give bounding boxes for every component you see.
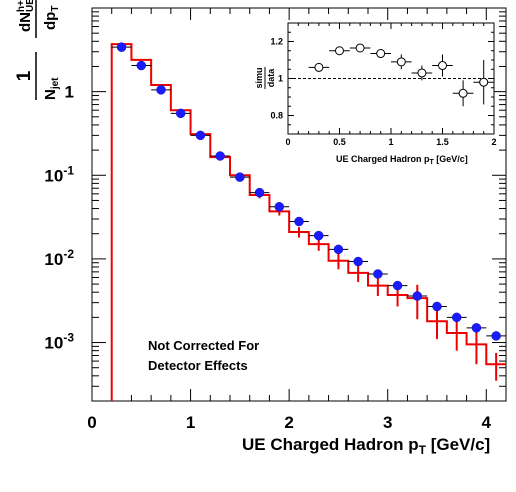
data-point: [392, 280, 403, 291]
data-point: [116, 42, 127, 52]
data-point: [195, 130, 206, 141]
data-point: [353, 256, 363, 267]
ratio-point: [396, 57, 406, 67]
ratio-point: [376, 49, 386, 59]
ratio-point: [417, 68, 427, 78]
main-y-tick-labels: 10-3 10-2 10-1 1: [44, 83, 74, 353]
data-point: [156, 85, 166, 95]
inset-x-tick-label: 0: [285, 137, 290, 147]
inset-axis-ticks: [287, 22, 495, 135]
data-point: [215, 151, 225, 161]
annotation-line-1: Not Corrected For: [148, 338, 259, 353]
inset-x-tick-label: 1.5: [436, 137, 449, 147]
ratio-point: [479, 77, 489, 87]
data-point: [136, 60, 147, 71]
y-label-one: 1: [14, 70, 35, 81]
data-point: [451, 312, 462, 323]
data-point: [373, 269, 383, 279]
data-point: [175, 108, 186, 119]
data-point: [333, 244, 344, 255]
main-axis-ticks: [91, 7, 507, 402]
ratio-inset-chart: 0 0.5 1 1.5 2 0.8 1 1.2 UE Charged Hadron pT […: [254, 22, 497, 166]
main-x-tick-label: 2: [284, 413, 293, 432]
inset-y-label-data: data: [266, 68, 276, 88]
data-point: [294, 216, 304, 227]
inset-y-tick-label: 0.8: [270, 111, 283, 121]
inset-x-tick-label: 1: [388, 137, 393, 147]
main-y-tick-label: 10-2: [44, 247, 74, 269]
data-point: [254, 187, 265, 198]
inset-y-tick-label: 1: [278, 74, 283, 84]
main-x-tick-label: 0: [87, 413, 96, 432]
ratio-point: [355, 43, 365, 53]
ratio-point: [314, 62, 324, 72]
inset-y-axis-label: simu data: [254, 67, 276, 89]
main-x-tick-labels: 0 1 2 3 4: [87, 413, 491, 432]
data-point: [432, 301, 442, 312]
inset-y-label-simu: simu: [254, 67, 264, 88]
ratio-point: [458, 88, 468, 98]
data-markers: [111, 42, 506, 341]
inset-x-tick-labels: 0 0.5 1 1.5 2: [285, 137, 496, 147]
ratio-point: [438, 61, 447, 71]
main-y-tick-label: 1: [65, 83, 74, 102]
main-x-axis-label: UE Charged Hadron pT [GeV/c]: [242, 435, 490, 457]
main-y-axis-label: 1 Njet dNUEh+/- dpT: [14, 0, 61, 100]
main-x-tick-label: 4: [482, 413, 492, 432]
main-plot-frame: [91, 7, 507, 402]
data-point: [313, 230, 324, 241]
inset-y-tick-label: 1.2: [270, 37, 283, 47]
main-chart: 0 1 2 3 4 10-3 10-2 10-1 1 Not Corrected For De…: [14, 0, 507, 457]
ratio-point: [335, 46, 344, 56]
data-point: [491, 331, 501, 341]
inset-y-tick-labels: 0.8 1 1.2: [270, 37, 283, 121]
y-label-numerator: dNUEh+/-: [16, 0, 36, 32]
annotation-line-2: Detector Effects: [148, 358, 248, 373]
main-y-tick-label: 10-1: [44, 163, 74, 185]
data-point: [274, 202, 285, 212]
data-point: [412, 291, 423, 301]
histogram-step-line: [110, 43, 506, 401]
main-x-tick-label: 1: [186, 413, 195, 432]
inset-x-tick-label: 0.5: [333, 137, 346, 147]
inset-x-tick-label: 2: [491, 137, 496, 147]
data-point: [235, 172, 245, 182]
data-point: [471, 323, 482, 333]
main-y-tick-label: 10-3: [44, 330, 74, 352]
ratio-markers: [308, 43, 494, 107]
inset-x-axis-label: UE Charged Hadron pT [GeV/c]: [336, 154, 468, 166]
main-x-tick-label: 3: [383, 413, 392, 432]
